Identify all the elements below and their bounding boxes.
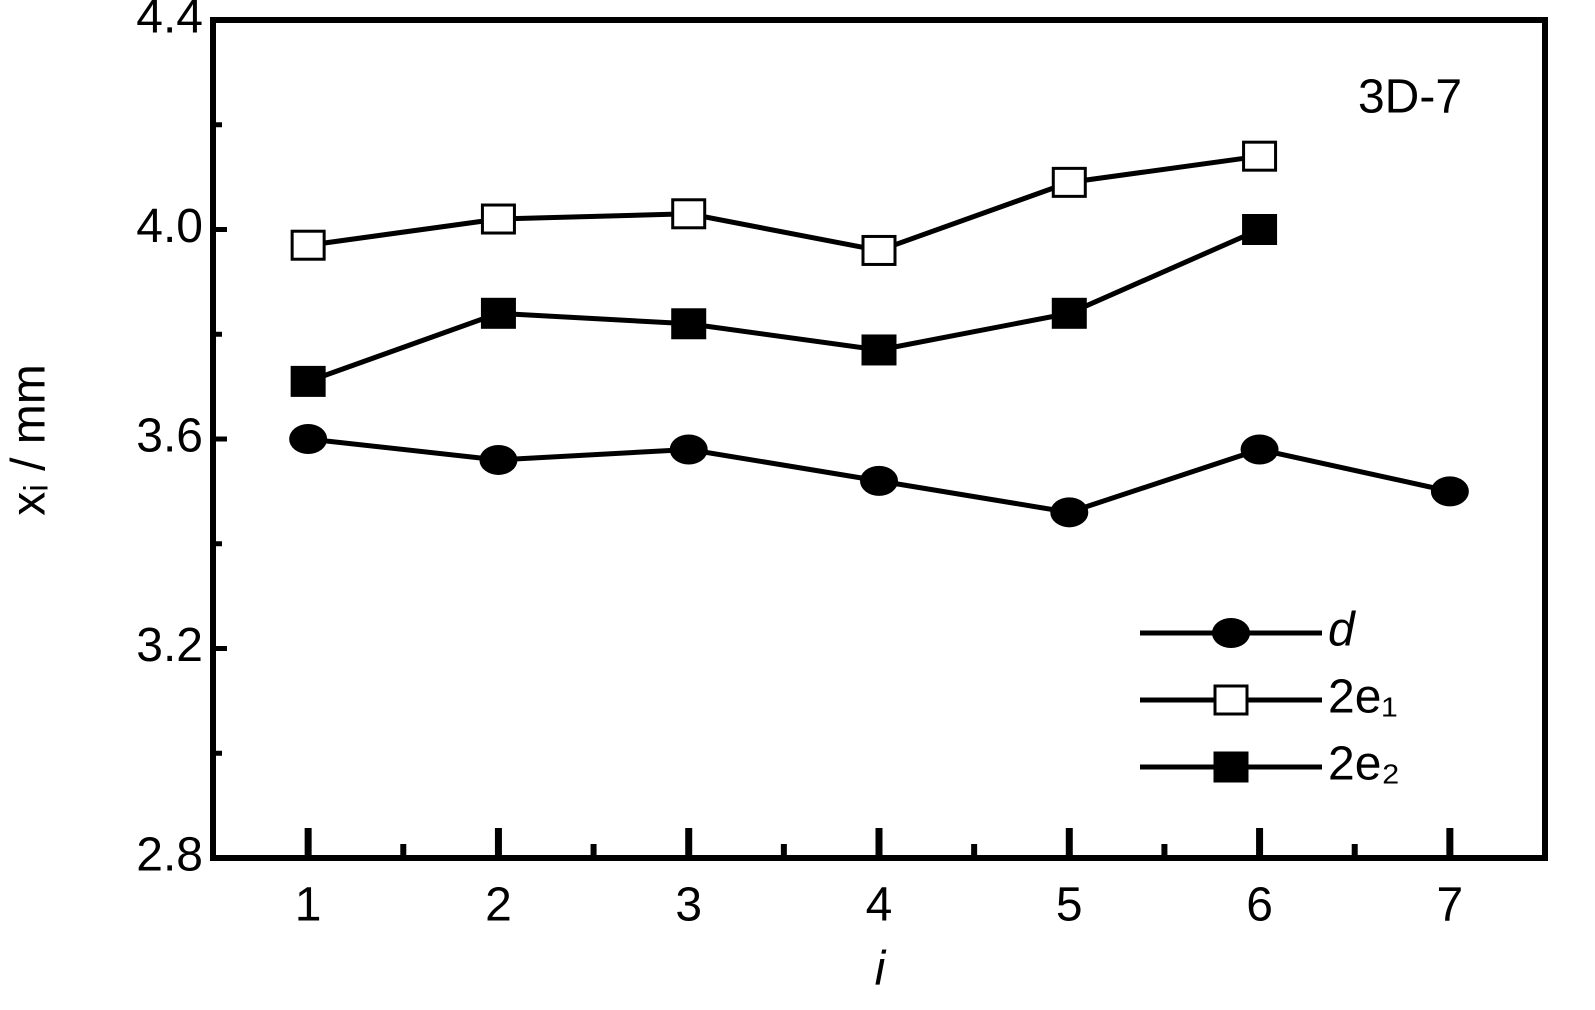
- x-tick-label: 4: [866, 879, 893, 932]
- y-tick-label: 3.2: [136, 619, 203, 672]
- x-tick-label: 2: [485, 879, 512, 932]
- marker: [1240, 434, 1279, 465]
- marker: [480, 297, 516, 329]
- x-tick-label: 7: [1437, 879, 1464, 932]
- marker: [671, 198, 707, 230]
- marker: [290, 229, 326, 261]
- x-tick-label: 6: [1246, 879, 1273, 932]
- marker: [671, 308, 707, 340]
- legend-label: 2e₁: [1328, 671, 1398, 724]
- legend-marker: [1213, 751, 1249, 783]
- y-tick-label: 4.0: [136, 200, 203, 253]
- y-tick-label: 3.6: [136, 410, 203, 463]
- series-line: [307, 153, 1260, 254]
- marker: [861, 334, 897, 366]
- x-tick-label: 5: [1056, 879, 1083, 932]
- marker: [860, 465, 898, 496]
- marker: [479, 444, 518, 475]
- x-tick-label: 3: [675, 879, 702, 932]
- y-axis-label: xᵢ / mm: [3, 364, 56, 516]
- y-tick-label: 4.4: [136, 0, 203, 44]
- marker: [861, 234, 897, 266]
- legend-label: 2e₂: [1328, 738, 1400, 791]
- x-tick-label: 1: [295, 879, 322, 932]
- marker: [1051, 166, 1087, 198]
- legend-label: d: [1328, 604, 1356, 657]
- marker: [1430, 476, 1469, 507]
- legend-marker: [1213, 684, 1249, 716]
- marker: [480, 203, 516, 235]
- annotation: 3D-7: [1358, 71, 1462, 124]
- marker: [1242, 140, 1278, 172]
- marker: [1050, 497, 1089, 528]
- y-tick-label: 2.8: [136, 829, 203, 882]
- marker: [669, 434, 708, 465]
- marker: [1242, 214, 1278, 245]
- marker: [290, 365, 326, 397]
- marker: [1051, 297, 1087, 329]
- series-line: [307, 227, 1261, 384]
- plot-frame: [210, 17, 1548, 861]
- marker: [289, 424, 328, 454]
- x-axis-label: i: [875, 943, 887, 996]
- legend-marker: [1212, 618, 1250, 648]
